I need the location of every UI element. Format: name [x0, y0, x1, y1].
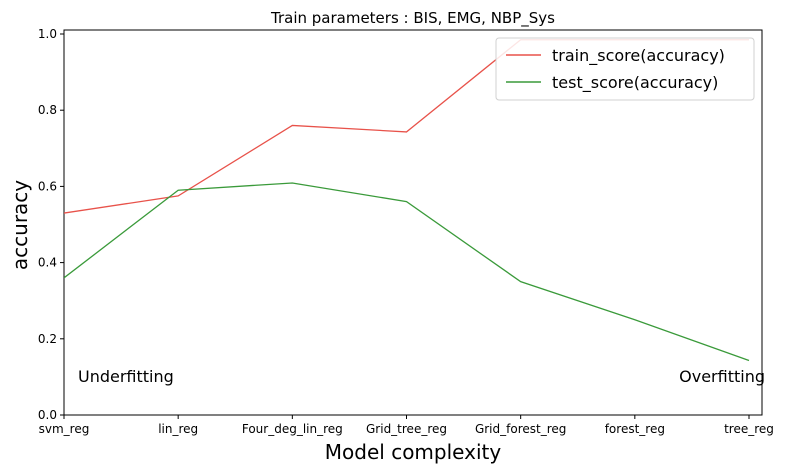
legend: train_score(accuracy) test_score(accuracy…	[495, 37, 755, 101]
y-tick-label: 1.0	[38, 27, 57, 41]
series-line-1	[64, 182, 750, 362]
plot-frame	[63, 29, 763, 416]
x-tick-label: Grid_tree_reg	[366, 422, 447, 436]
x-tick-label: lin_reg	[158, 422, 198, 436]
x-tick-label: tree_reg	[724, 422, 774, 436]
y-tick-label: 0.4	[38, 256, 57, 270]
legend-label: test_score(accuracy)	[552, 73, 718, 93]
legend-label: train_score(accuracy)	[552, 46, 725, 66]
x-tick-label: svm_reg	[39, 422, 90, 436]
y-tick-label: 0.0	[38, 408, 57, 422]
x-tick-label: Grid_forest_reg	[475, 422, 566, 436]
x-axis-label: Model complexity	[325, 440, 502, 464]
x-tick-label: forest_reg	[605, 422, 665, 436]
y-axis-label: accuracy	[8, 180, 32, 270]
legend-box	[495, 37, 755, 101]
x-tick-label: Four_deg_lin_reg	[242, 422, 343, 436]
y-tick-label: 0.6	[38, 179, 57, 193]
y-tick-label: 0.8	[38, 103, 57, 117]
annotation-underfitting: Underfitting	[78, 367, 174, 386]
annotation-overfitting: Overfitting	[679, 367, 765, 386]
chart-title: Train parameters : BIS, EMG, NBP_Sys	[270, 9, 555, 28]
y-tick-label: 0.2	[38, 332, 57, 346]
plot-area: 0.0 0.2 0.4 0.6 0.8 1.0 svm_reg lin_reg Four_deg…	[38, 27, 774, 436]
